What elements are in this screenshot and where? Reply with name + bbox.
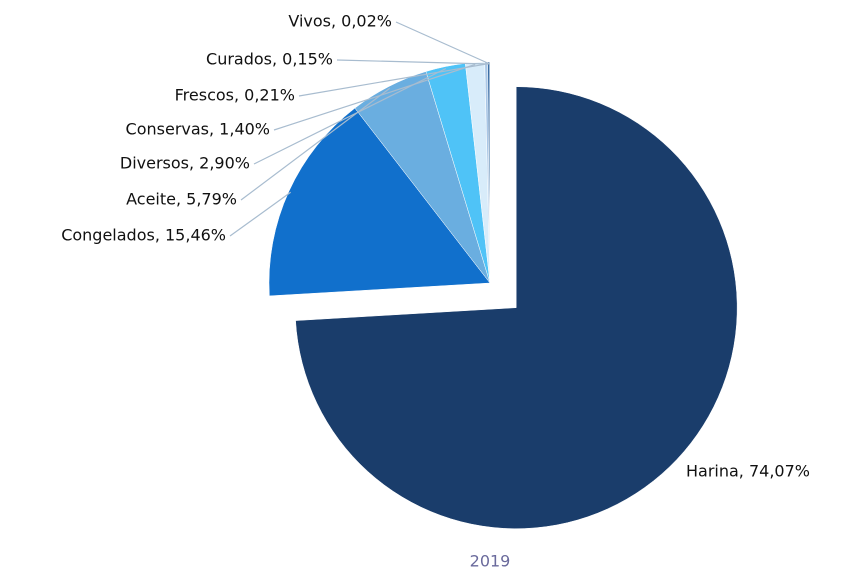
- pie-slice: [295, 86, 738, 529]
- chart-title: 2019: [470, 552, 511, 571]
- data-label: Conservas, 1,40%: [126, 120, 270, 139]
- label-connector: [273, 63, 476, 131]
- slices: [268, 61, 738, 529]
- data-label: Congelados, 15,46%: [61, 226, 226, 245]
- label-connector: [240, 87, 391, 201]
- data-label: Aceite, 5,79%: [126, 190, 237, 209]
- label-connector: [298, 63, 487, 97]
- label-connector: [229, 191, 292, 237]
- data-label: Diversos, 2,90%: [120, 154, 250, 173]
- labels: Harina, 74,07% Congelados, 15,46% Aceite, …: [61, 12, 810, 481]
- data-label: Harina, 74,07%: [686, 462, 810, 481]
- data-label: Vivos, 0,02%: [288, 12, 392, 31]
- label-connector: [336, 59, 489, 65]
- data-label: Curados, 0,15%: [206, 50, 333, 69]
- label-connector: [395, 21, 491, 65]
- data-label: Frescos, 0,21%: [175, 86, 295, 105]
